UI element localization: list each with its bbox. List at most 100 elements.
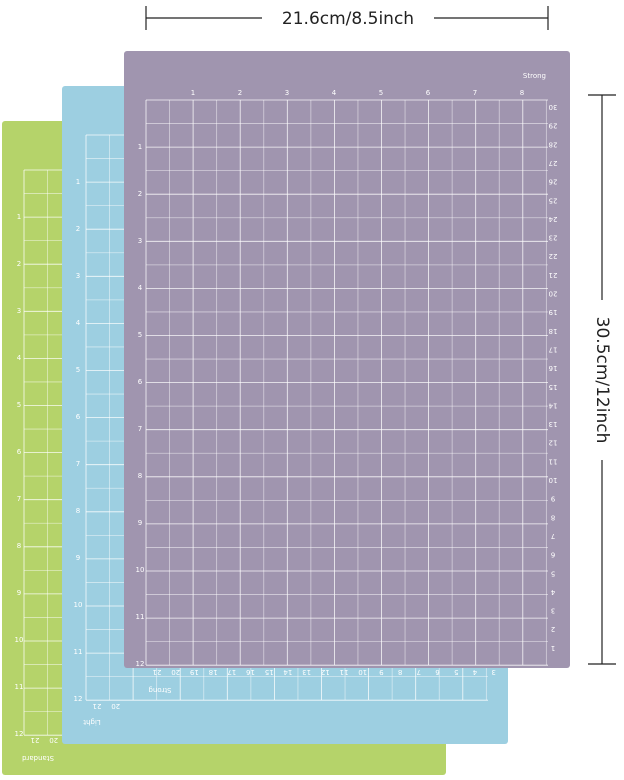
ruler-label: 20 xyxy=(111,702,120,710)
ruler-label: 5 xyxy=(551,569,555,577)
ruler-label: 3 xyxy=(551,607,555,615)
ruler-label: 9 xyxy=(138,519,142,527)
ruler-label: 20 xyxy=(171,668,180,676)
ruler-label: 15 xyxy=(265,668,274,676)
ruler-label: 17 xyxy=(549,345,558,353)
ruler-label: 27 xyxy=(549,159,558,167)
ruler-label: 13 xyxy=(302,668,311,676)
ruler-label: 1 xyxy=(529,668,533,676)
ruler-label: 9 xyxy=(17,589,21,597)
ruler-label: 11 xyxy=(74,648,83,656)
ruler-label: 2 xyxy=(238,89,242,97)
ruler-label: 11 xyxy=(549,457,558,465)
ruler-label: 2 xyxy=(17,260,21,268)
height-label: 30.5cm/12inch xyxy=(592,317,612,444)
ruler-label: 8 xyxy=(398,668,402,676)
ruler-label: 1 xyxy=(76,178,80,186)
ruler-label: 5 xyxy=(17,401,21,409)
ruler-label: 16 xyxy=(246,668,255,676)
ruler-label: 5 xyxy=(454,668,458,676)
ruler-label: 1 xyxy=(138,143,142,151)
ruler-label: 6 xyxy=(17,448,22,456)
ruler-label: 4 xyxy=(138,284,143,292)
ruler-label: 15 xyxy=(549,383,558,391)
ruler-label: 1 xyxy=(191,89,195,97)
ruler-label: 12 xyxy=(15,730,24,738)
ruler-label: 8 xyxy=(551,513,555,521)
ruler-label: 17 xyxy=(227,668,236,676)
ruler-label: 21 xyxy=(93,702,102,710)
ruler-label: 10 xyxy=(549,476,558,484)
width-dimension xyxy=(145,6,549,30)
ruler-label: 14 xyxy=(548,401,557,409)
ruler-label: 10 xyxy=(358,668,367,676)
ruler-label: 21 xyxy=(549,271,558,279)
ruler-label: 12 xyxy=(549,439,558,447)
ruler-label: 9 xyxy=(551,495,555,503)
ruler-label: 21 xyxy=(153,668,162,676)
ruler-label: 4 xyxy=(472,668,477,676)
ruler-label: 5 xyxy=(138,331,142,339)
ruler-label: 18 xyxy=(549,327,558,335)
ruler-label: 4 xyxy=(76,319,81,327)
ruler-label: 7 xyxy=(551,532,555,540)
ruler-label: 10 xyxy=(74,601,83,609)
ruler-label: 6 xyxy=(76,413,81,421)
ruler-label: 16 xyxy=(548,364,557,372)
ruler-label: 7 xyxy=(76,460,80,468)
ruler-label: 20 xyxy=(549,290,558,298)
ruler-label: 8 xyxy=(138,472,142,480)
ruler-label: 7 xyxy=(138,425,142,433)
ruler-label: 19 xyxy=(549,308,558,316)
ruler-label: 3 xyxy=(138,237,142,245)
ruler-label: 4 xyxy=(332,89,337,97)
ruler-label: 3 xyxy=(17,307,21,315)
mat-name: Standard xyxy=(22,754,54,762)
ruler-label: 2 xyxy=(551,625,555,633)
ruler-label: 3 xyxy=(285,89,289,97)
ruler-label: 14 xyxy=(283,668,292,676)
ruler-label: 30 xyxy=(549,103,558,111)
width-label: 21.6cm/8.5inch xyxy=(282,9,414,29)
ruler-label: 10 xyxy=(136,566,145,574)
ruler-label: 10 xyxy=(15,636,24,644)
ruler-label: 29 xyxy=(549,122,558,130)
ruler-label: 5 xyxy=(76,366,80,374)
ruler-label: 6 xyxy=(426,89,431,97)
ruler-label: 26 xyxy=(548,178,557,186)
ruler-label: 3 xyxy=(491,668,495,676)
ruler-label: 24 xyxy=(548,215,557,223)
mat-name: Light xyxy=(83,718,101,726)
ruler-label: 6 xyxy=(435,668,440,676)
ruler-label: 12 xyxy=(321,668,330,676)
ruler-label: 9 xyxy=(379,668,383,676)
ruler-label: 1 xyxy=(551,644,555,652)
ruler-label: 2 xyxy=(76,225,80,233)
mat-name: Strong xyxy=(523,72,546,80)
ruler-label: 23 xyxy=(549,234,558,242)
ruler-label: 7 xyxy=(417,668,421,676)
ruler-label: 11 xyxy=(340,668,349,676)
ruler-label: 12 xyxy=(136,660,145,668)
ruler-label: 20 xyxy=(49,736,58,744)
ruler-label: 4 xyxy=(550,588,555,596)
ruler-label: 7 xyxy=(17,495,21,503)
ruler-label: 2 xyxy=(510,668,514,676)
mat-name: Strong xyxy=(148,686,171,694)
ruler-label: 21 xyxy=(31,736,40,744)
ruler-label: 3 xyxy=(76,272,80,280)
ruler-label: 1 xyxy=(17,213,21,221)
ruler-label: 11 xyxy=(136,613,145,621)
ruler-label: 25 xyxy=(549,196,558,204)
ruler-label: 22 xyxy=(549,252,558,260)
ruler-label: 4 xyxy=(17,354,22,362)
ruler-label: 28 xyxy=(549,140,558,148)
ruler-label: 11 xyxy=(15,683,24,691)
ruler-label: 18 xyxy=(209,668,218,676)
ruler-label: 6 xyxy=(138,378,143,386)
height-dimension xyxy=(588,94,616,665)
ruler-label: 13 xyxy=(549,420,558,428)
ruler-label: 8 xyxy=(520,89,524,97)
